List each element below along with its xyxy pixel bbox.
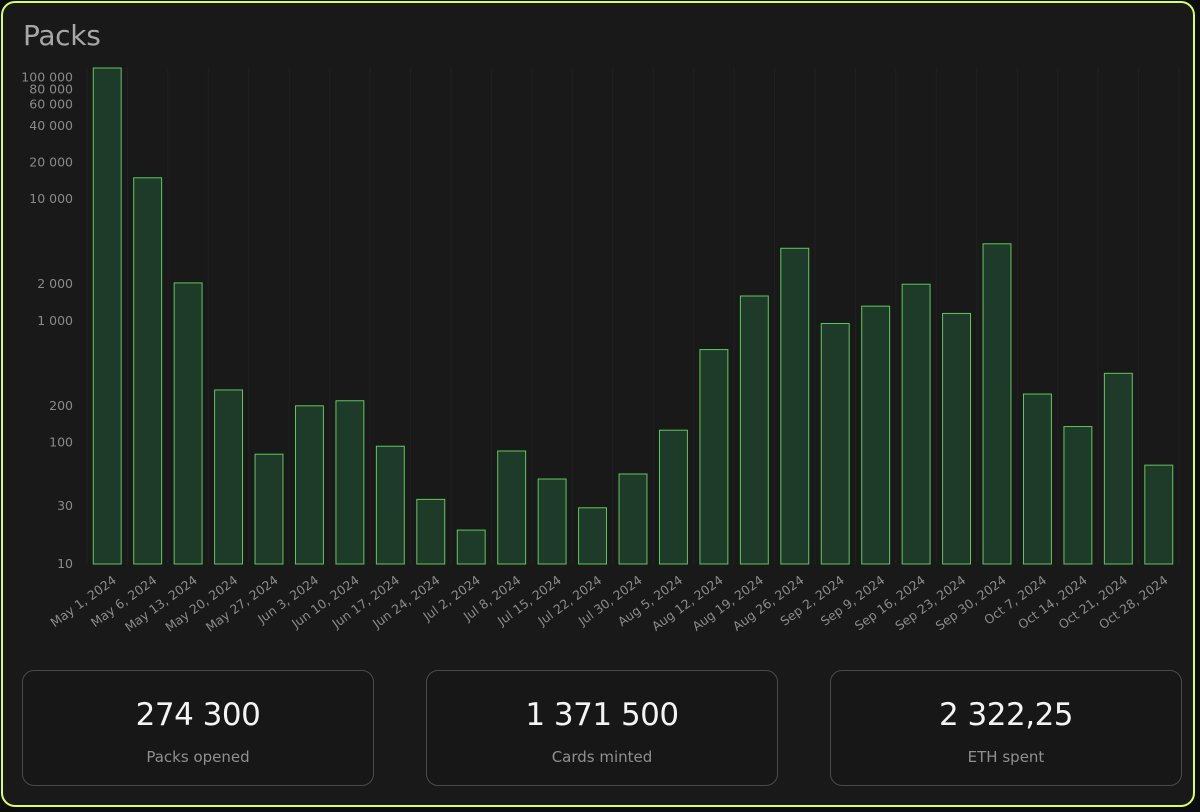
y-tick-label: 1 000	[37, 313, 73, 328]
bar[interactable]	[133, 177, 163, 565]
bar[interactable]	[1144, 464, 1174, 565]
y-tick-label: 10 000	[29, 191, 73, 206]
stat-label-packs-opened: Packs opened	[146, 748, 250, 766]
bar[interactable]	[1022, 393, 1052, 565]
bar[interactable]	[699, 349, 729, 565]
y-axis-ticks: 10 30 100 200 1 000 2 000 10 000 20 000 40 000 60…	[21, 70, 73, 571]
bar[interactable]	[456, 529, 486, 565]
y-tick-label: 100 000	[21, 70, 73, 85]
stat-value-packs-opened: 274 300	[135, 697, 261, 733]
y-tick-label: 30	[57, 498, 73, 513]
stat-label-eth-spent: ETH spent	[967, 748, 1045, 766]
stat-card-packs-opened: 274 300 Packs opened	[22, 670, 374, 786]
bar[interactable]	[861, 305, 891, 565]
y-tick-label: 20 000	[29, 155, 73, 170]
stat-value-eth-spent: 2 322,25	[938, 697, 1074, 733]
bar[interactable]	[739, 295, 769, 565]
y-tick-label: 200	[49, 398, 73, 413]
bar[interactable]	[901, 283, 931, 565]
bar[interactable]	[335, 400, 365, 565]
bar[interactable]	[92, 67, 122, 565]
y-tick-label: 60 000	[29, 97, 73, 112]
stat-label-cards-minted: Cards minted	[551, 748, 653, 766]
bar[interactable]	[658, 429, 688, 565]
bar[interactable]	[214, 389, 244, 565]
bar[interactable]	[416, 498, 446, 565]
chart-bars	[92, 67, 1174, 565]
bar[interactable]	[173, 282, 203, 565]
y-tick-label: 2 000	[37, 276, 73, 291]
bar[interactable]	[254, 453, 284, 565]
stat-value-cards-minted: 1 371 500	[525, 697, 679, 733]
bar[interactable]	[618, 473, 648, 565]
y-tick-label: 40 000	[29, 118, 73, 133]
bar[interactable]	[1063, 426, 1093, 565]
bar[interactable]	[942, 312, 972, 565]
bar[interactable]	[497, 450, 527, 565]
chart-grid	[86, 68, 1180, 564]
y-tick-label: 10	[57, 556, 73, 571]
bar[interactable]	[537, 478, 567, 565]
bar[interactable]	[982, 243, 1012, 565]
packs-bar-chart: 10 30 100 200 1 000 2 000 10 000 20 000 40 000 60…	[21, 67, 1180, 635]
stat-card-eth-spent: 2 322,25 ETH spent	[830, 670, 1182, 786]
page-title: Packs	[23, 19, 101, 52]
bar[interactable]	[578, 507, 608, 565]
y-tick-label: 80 000	[29, 81, 73, 96]
bar[interactable]	[1103, 372, 1133, 565]
x-tick-label: Oct 28, 2024	[1096, 572, 1171, 632]
bar[interactable]	[820, 323, 850, 565]
bar[interactable]	[294, 405, 324, 565]
bar[interactable]	[375, 445, 405, 565]
bar[interactable]	[780, 247, 810, 565]
stat-card-cards-minted: 1 371 500 Cards minted	[426, 670, 778, 786]
y-tick-label: 100	[49, 434, 73, 449]
